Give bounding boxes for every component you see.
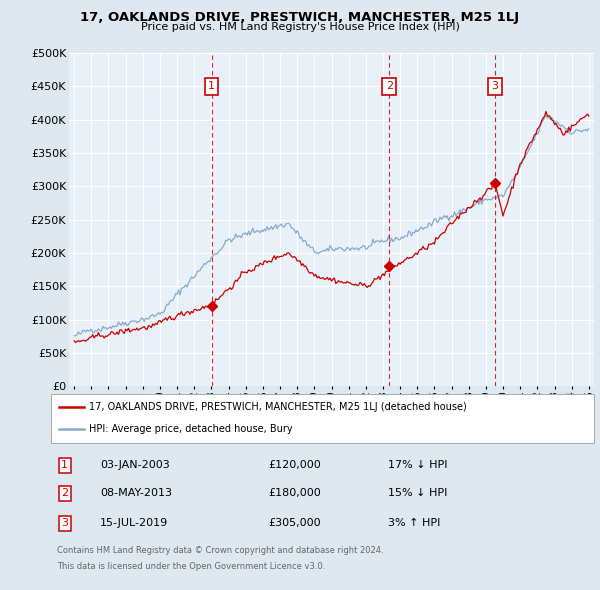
Text: 3: 3 — [61, 518, 68, 528]
Text: 17, OAKLANDS DRIVE, PRESTWICH, MANCHESTER, M25 1LJ (detached house): 17, OAKLANDS DRIVE, PRESTWICH, MANCHESTE… — [89, 402, 467, 412]
Text: Price paid vs. HM Land Registry's House Price Index (HPI): Price paid vs. HM Land Registry's House … — [140, 22, 460, 32]
Text: 03-JAN-2003: 03-JAN-2003 — [100, 460, 170, 470]
Text: 3% ↑ HPI: 3% ↑ HPI — [388, 518, 440, 528]
Text: £120,000: £120,000 — [268, 460, 321, 470]
Text: 3: 3 — [491, 81, 499, 91]
Text: 17% ↓ HPI: 17% ↓ HPI — [388, 460, 447, 470]
Text: 17, OAKLANDS DRIVE, PRESTWICH, MANCHESTER, M25 1LJ: 17, OAKLANDS DRIVE, PRESTWICH, MANCHESTE… — [80, 11, 520, 24]
Text: £305,000: £305,000 — [268, 518, 321, 528]
Text: 1: 1 — [208, 81, 215, 91]
Text: 2: 2 — [61, 489, 68, 498]
Text: £180,000: £180,000 — [268, 489, 321, 498]
Text: Contains HM Land Registry data © Crown copyright and database right 2024.: Contains HM Land Registry data © Crown c… — [57, 546, 383, 555]
Text: 2: 2 — [386, 81, 393, 91]
Text: 15% ↓ HPI: 15% ↓ HPI — [388, 489, 447, 498]
Text: This data is licensed under the Open Government Licence v3.0.: This data is licensed under the Open Gov… — [57, 562, 325, 571]
Text: 08-MAY-2013: 08-MAY-2013 — [100, 489, 172, 498]
Text: 1: 1 — [61, 460, 68, 470]
Text: HPI: Average price, detached house, Bury: HPI: Average price, detached house, Bury — [89, 424, 293, 434]
Text: 15-JUL-2019: 15-JUL-2019 — [100, 518, 168, 528]
